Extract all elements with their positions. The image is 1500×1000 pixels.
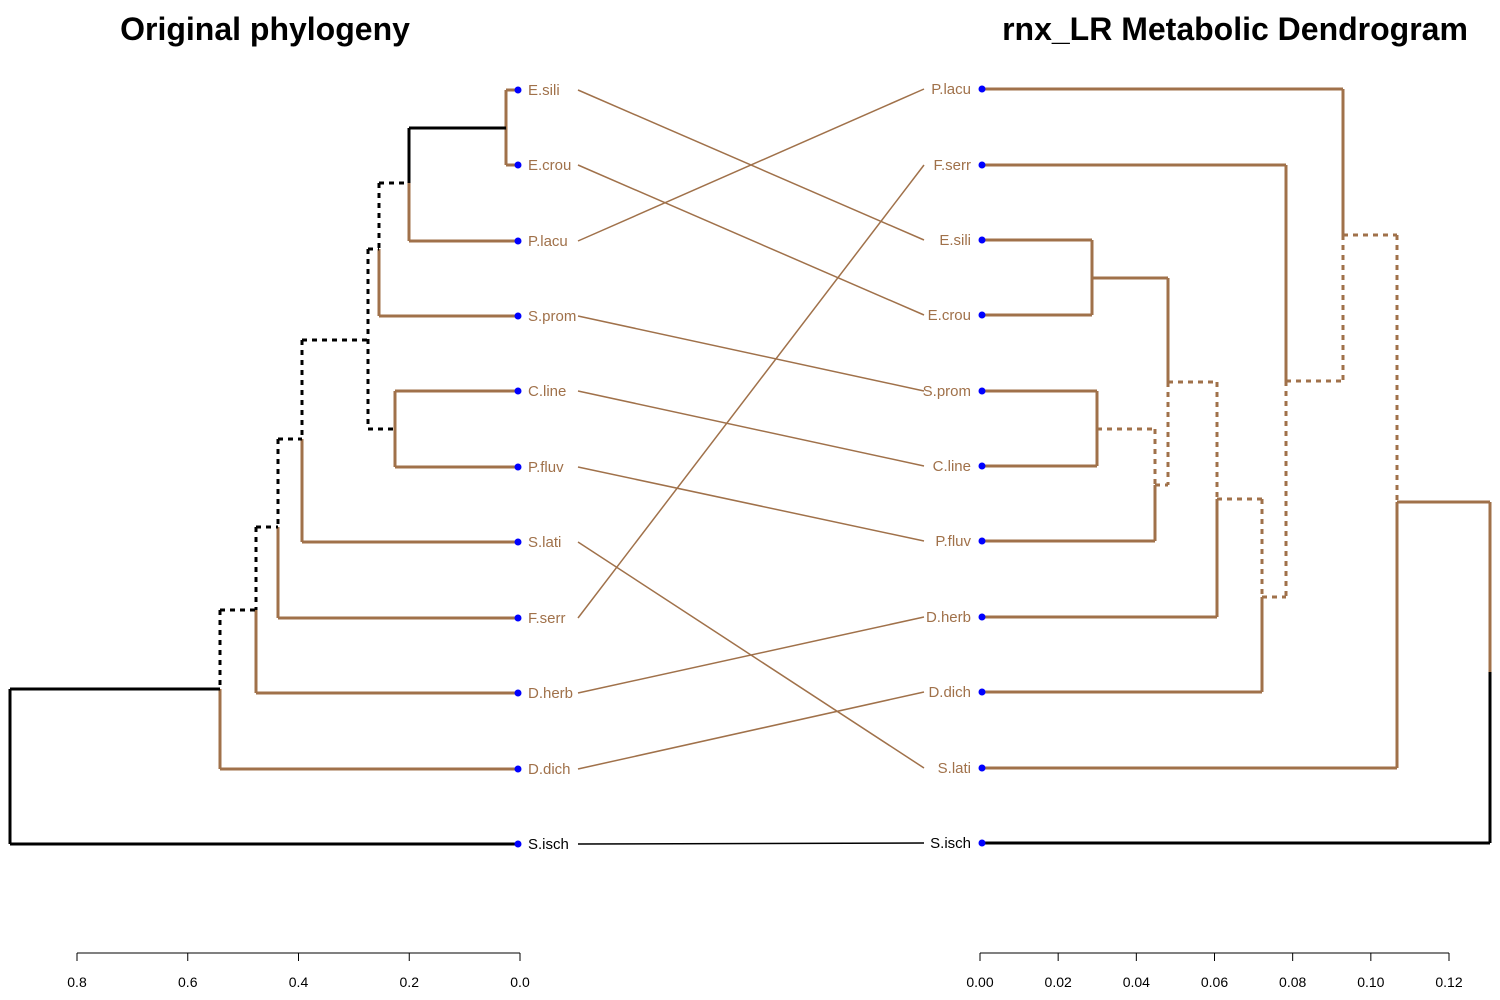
axis-tick-label: 0.8 <box>67 974 87 990</box>
axis-tick-label: 0.0 <box>510 974 530 990</box>
right-leaf-label: S.isch <box>930 835 971 852</box>
right-leaf-label: S.lati <box>938 760 971 777</box>
right-leaf-label: P.fluv <box>935 533 971 550</box>
right-leaf-label: C.line <box>933 458 971 475</box>
left-leaf-label: S.prom <box>528 308 576 325</box>
right-title: rnx_LR Metabolic Dendrogram <box>1002 11 1468 47</box>
left-leaf-label: P.lacu <box>528 233 568 250</box>
left-leaf-label: E.crou <box>528 157 571 174</box>
axis-tick-label: 0.02 <box>1045 974 1072 990</box>
axis-tick-label: 0.4 <box>289 974 309 990</box>
connector-line <box>577 164 925 316</box>
connector-line <box>577 164 925 619</box>
left-leaf-label: F.serr <box>528 610 566 627</box>
tip-marker <box>514 161 522 169</box>
tip-marker <box>978 85 986 93</box>
tip-marker <box>978 236 986 244</box>
connector-line <box>577 616 925 694</box>
right-leaf-label: E.crou <box>928 307 971 324</box>
connector-line <box>577 842 925 845</box>
axis-tick-label: 0.04 <box>1123 974 1150 990</box>
tip-marker <box>514 689 522 697</box>
left-leaf-label: S.lati <box>528 534 561 551</box>
left-leaf-label: D.herb <box>528 685 573 702</box>
tip-marker <box>978 537 986 545</box>
left-leaf-label: P.fluv <box>528 459 564 476</box>
left-title: Original phylogeny <box>120 11 410 47</box>
connector-line <box>577 88 925 242</box>
axis-tick-label: 0.00 <box>966 974 993 990</box>
axis-tick-label: 0.12 <box>1435 974 1462 990</box>
left-leaf-label: D.dich <box>528 761 571 778</box>
tip-marker <box>514 463 522 471</box>
right-leaf-label: D.herb <box>926 609 971 626</box>
right-tips: P.lacu F.serr E.sili E.crou S.prom C.line P.fl… <box>923 81 986 852</box>
tip-marker <box>514 765 522 773</box>
connector-line <box>577 315 925 392</box>
tip-marker <box>514 237 522 245</box>
right-leaf-label: F.serr <box>934 157 972 174</box>
tip-marker <box>978 688 986 696</box>
axis-tick-label: 0.6 <box>178 974 198 990</box>
axis-tick-label: 0.06 <box>1201 974 1228 990</box>
right-tree <box>982 87 1492 845</box>
connector-line <box>577 691 925 770</box>
tip-marker <box>978 311 986 319</box>
axis-tick-label: 0.08 <box>1279 974 1306 990</box>
tip-marker <box>514 387 522 395</box>
right-leaf-label: S.prom <box>923 383 971 400</box>
axis-tick-label: 0.2 <box>400 974 420 990</box>
tip-marker <box>514 86 522 94</box>
tip-marker <box>978 764 986 772</box>
right-leaf-label: E.sili <box>939 232 971 249</box>
left-leaf-label: C.line <box>528 383 566 400</box>
connector-line <box>577 390 925 467</box>
left-leaf-label: E.sili <box>528 82 560 99</box>
left-leaf-label: S.isch <box>528 836 569 853</box>
tip-marker <box>978 161 986 169</box>
tip-marker <box>978 613 986 621</box>
tip-marker <box>978 462 986 470</box>
connector-lines <box>577 88 925 845</box>
tip-marker <box>514 312 522 320</box>
left-tips: E.sili E.crou P.lacu S.prom C.line P.fluv S.la… <box>514 82 576 853</box>
tip-marker <box>514 614 522 622</box>
tip-marker <box>978 387 986 395</box>
tip-marker <box>514 538 522 546</box>
right-axis: 0.00 0.02 0.04 0.06 0.08 0.10 0.12 <box>966 952 1463 990</box>
connector-line <box>577 466 925 542</box>
axis-tick-label: 0.10 <box>1357 974 1384 990</box>
right-leaf-label: D.dich <box>928 684 971 701</box>
right-leaf-label: P.lacu <box>931 81 971 98</box>
tip-marker <box>978 839 986 847</box>
left-tree <box>8 88 518 846</box>
left-axis: 0.8 0.6 0.4 0.2 0.0 <box>67 952 530 990</box>
tip-marker <box>514 840 522 848</box>
